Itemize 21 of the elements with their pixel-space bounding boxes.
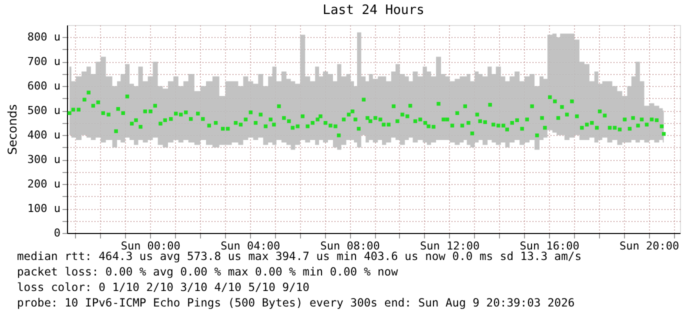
y-tick-label: 0 bbox=[54, 226, 60, 240]
x-tick-label: Sun 08:00 bbox=[320, 240, 380, 252]
text: loss color: 0 1/10 2/10 3/10 4/10 5/10 9/10 bbox=[17, 281, 310, 294]
text: packet loss: 0.00 % avg 0.00 % max 0.00 % min 0.00 % now bbox=[17, 266, 398, 278]
y-tick-label: 800 u bbox=[27, 30, 60, 44]
x-tick-label: Sun 16:00 bbox=[520, 240, 580, 252]
x-tick-label: Sun 04:00 bbox=[220, 240, 280, 252]
y-tick-label: 200 u bbox=[27, 178, 60, 191]
text: probe: 10 IPv6-ICMP Echo Pings (500 Bytes) every 300s end: Sun Aug 9 20:39:03 2026 bbox=[17, 296, 575, 310]
y-tick-label: 500 u bbox=[27, 104, 60, 118]
y-tick-label: 300 u bbox=[27, 153, 60, 166]
y-tick-label: 600 u bbox=[27, 80, 60, 93]
y-tick-label: 100 u bbox=[27, 202, 60, 216]
x-tick-label: Sun 20:00 bbox=[620, 240, 680, 252]
text: median rtt: 464.3 us avg 573.8 us max 394.7 us min 403.6 us now 0.0 ms sd 13.3 am/s bbox=[17, 250, 582, 263]
x-tick-label: Sun 00:00 bbox=[120, 240, 180, 252]
y-tick-label: 700 u bbox=[27, 55, 60, 68]
x-tick-label: Sun 12:00 bbox=[420, 240, 480, 252]
chart-title: Last 24 Hours bbox=[322, 3, 424, 18]
y-tick-label: 400 u bbox=[27, 128, 60, 142]
y-axis-title: Seconds bbox=[5, 104, 20, 155]
